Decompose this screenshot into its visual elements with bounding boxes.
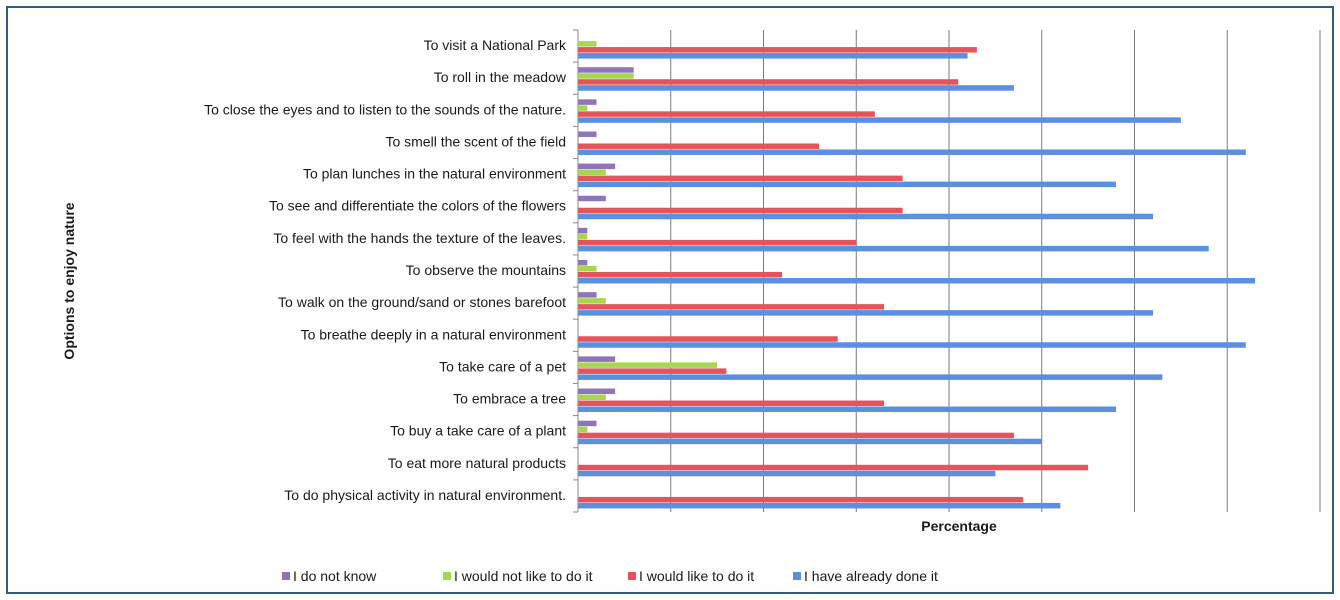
bar <box>578 67 634 73</box>
legend-label: I would not like to do it <box>454 568 593 584</box>
category-label: To observe the mountains <box>406 262 566 278</box>
category-label: To roll in the meadow <box>434 69 567 85</box>
bar <box>578 169 606 176</box>
bar <box>578 432 1014 439</box>
bar <box>578 99 597 105</box>
x-axis-title: Percentage <box>921 518 997 534</box>
bar <box>578 79 959 85</box>
y-axis-title: Options to enjoy nature <box>61 202 77 359</box>
bar <box>578 175 903 182</box>
bar <box>578 111 875 117</box>
bar <box>578 298 606 304</box>
legend-swatch <box>793 572 801 580</box>
bar <box>578 41 597 47</box>
bar <box>578 213 1154 220</box>
bar <box>578 149 1246 155</box>
category-label: To visit a National Park <box>424 37 567 53</box>
bars <box>578 41 1256 509</box>
bar <box>578 394 606 401</box>
category-label: To see and differentiate the colors of t… <box>269 198 566 214</box>
bar <box>578 85 1014 91</box>
bar <box>578 496 1024 503</box>
bar <box>578 233 588 240</box>
chart-frame: To visit a National Park To roll in the m… <box>6 6 1334 594</box>
bar <box>578 374 1163 380</box>
bar <box>578 163 616 170</box>
category-label: To close the eyes and to listen to the s… <box>204 101 566 117</box>
category-label: To feel with the hands the texture of th… <box>273 230 566 246</box>
bar <box>578 464 1089 471</box>
bar <box>578 239 857 246</box>
category-label: To buy a take care of a plant <box>390 423 566 439</box>
bar <box>578 502 1061 509</box>
bar <box>578 426 588 433</box>
bar <box>578 105 588 111</box>
bar <box>578 260 588 266</box>
category-label: To embrace a tree <box>453 391 566 407</box>
bar <box>578 310 1154 316</box>
bar <box>578 47 977 53</box>
legend-label: I do not know <box>293 568 377 584</box>
legend-swatch <box>282 572 290 580</box>
bar <box>578 266 597 272</box>
category-label: To eat more natural products <box>388 455 566 471</box>
bar <box>578 227 588 234</box>
category-label: To breathe deeply in a natural environme… <box>301 326 567 342</box>
category-label: To plan lunches in the natural environme… <box>303 166 566 182</box>
legend-swatch <box>443 572 451 580</box>
bar <box>578 181 1116 188</box>
horizontal-bar-chart: To visit a National Park To roll in the m… <box>61 29 1321 584</box>
bar <box>578 438 1042 445</box>
bar <box>578 131 597 137</box>
bar <box>578 245 1209 252</box>
category-label: To walk on the ground/sand or stones bar… <box>278 294 566 310</box>
bar <box>578 292 597 298</box>
bar <box>578 73 634 79</box>
bar <box>578 304 885 310</box>
category-labels: To visit a National Park To roll in the m… <box>204 37 567 503</box>
bar <box>578 362 718 368</box>
legend-swatch <box>628 572 636 580</box>
category-label: To smell the scent of the field <box>385 133 566 149</box>
bar <box>578 278 1256 284</box>
legend-label: I have already done it <box>804 568 938 584</box>
bar <box>578 406 1116 413</box>
gridlines <box>573 29 1321 513</box>
bar <box>578 143 820 149</box>
bar <box>578 400 885 407</box>
legend: I do not know I would not like to do it I … <box>282 568 938 584</box>
category-label: To do physical activity in natural envir… <box>284 487 566 503</box>
bar <box>578 336 838 342</box>
legend-label: I would like to do it <box>639 568 754 584</box>
bar <box>578 368 727 374</box>
bar <box>578 272 783 278</box>
category-label: To take care of a pet <box>439 358 566 374</box>
bar <box>578 420 597 427</box>
bar <box>578 195 606 202</box>
bar <box>578 356 616 362</box>
bar <box>578 207 903 214</box>
bar <box>578 53 968 59</box>
bar <box>578 470 996 477</box>
bar <box>578 388 616 395</box>
bar <box>578 117 1181 123</box>
bar <box>578 342 1246 348</box>
